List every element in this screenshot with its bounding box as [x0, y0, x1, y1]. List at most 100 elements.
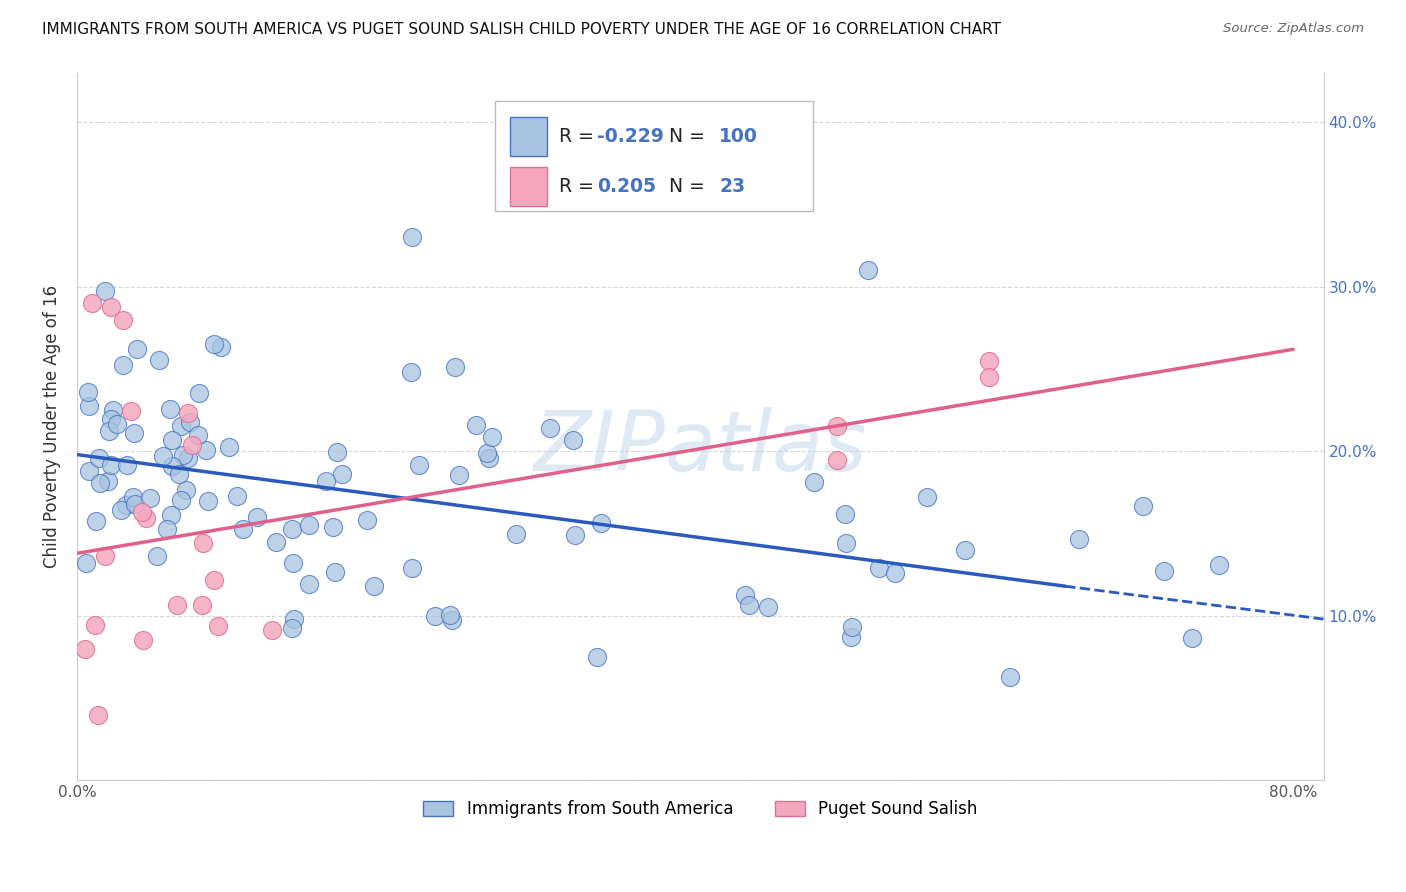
- Point: [979, 354, 1001, 368]
- Point: [131, 505, 153, 519]
- Point: [226, 489, 249, 503]
- Point: [297, 577, 319, 591]
- Point: [1208, 558, 1230, 573]
- Point: [232, 522, 254, 536]
- Point: [979, 370, 1001, 384]
- Point: [478, 450, 501, 465]
- Point: [564, 528, 586, 542]
- Point: [439, 607, 461, 622]
- Text: IMMIGRANTS FROM SOUTH AMERICA VS PUGET SOUND SALISH CHILD POVERTY UNDER THE AGE : IMMIGRANTS FROM SOUTH AMERICA VS PUGET S…: [42, 22, 1001, 37]
- FancyBboxPatch shape: [495, 102, 813, 211]
- Point: [1181, 632, 1204, 646]
- Point: [738, 598, 761, 612]
- Point: [100, 458, 122, 472]
- Text: N =: N =: [657, 178, 710, 196]
- Point: [181, 438, 204, 452]
- Point: [868, 561, 890, 575]
- Point: [155, 522, 177, 536]
- Point: [839, 630, 862, 644]
- Point: [841, 620, 863, 634]
- Point: [160, 508, 183, 522]
- Point: [122, 426, 145, 441]
- Point: [132, 632, 155, 647]
- Point: [264, 535, 287, 549]
- Point: [187, 427, 209, 442]
- Point: [363, 579, 385, 593]
- Point: [585, 649, 607, 664]
- Point: [917, 490, 939, 504]
- Text: 100: 100: [718, 127, 758, 146]
- Point: [505, 527, 527, 541]
- Point: [77, 399, 100, 413]
- Point: [117, 458, 139, 473]
- Point: [883, 566, 905, 581]
- Point: [756, 599, 779, 614]
- Point: [94, 549, 117, 563]
- Point: [953, 543, 976, 558]
- Point: [170, 493, 193, 508]
- Point: [191, 536, 214, 550]
- Point: [856, 263, 879, 277]
- Point: [281, 522, 304, 536]
- Point: [152, 450, 174, 464]
- Point: [187, 385, 209, 400]
- Point: [444, 360, 467, 375]
- Text: 0.205: 0.205: [598, 178, 655, 196]
- Point: [734, 588, 756, 602]
- Point: [73, 641, 96, 656]
- Point: [174, 483, 197, 498]
- Point: [103, 403, 125, 417]
- Point: [77, 464, 100, 478]
- Point: [110, 503, 132, 517]
- Point: [105, 417, 128, 431]
- Point: [115, 498, 138, 512]
- Point: [207, 619, 229, 633]
- Point: [283, 612, 305, 626]
- Point: [84, 618, 107, 632]
- Point: [167, 467, 190, 481]
- Point: [139, 491, 162, 506]
- Point: [169, 419, 191, 434]
- Y-axis label: Child Poverty Under the Age of 16: Child Poverty Under the Age of 16: [44, 285, 60, 568]
- Point: [475, 446, 498, 460]
- Point: [159, 402, 181, 417]
- Point: [97, 474, 120, 488]
- Text: N =: N =: [657, 127, 710, 146]
- Point: [218, 440, 240, 454]
- Text: -0.229: -0.229: [598, 127, 664, 146]
- Point: [825, 452, 848, 467]
- Point: [172, 448, 194, 462]
- Point: [135, 511, 157, 525]
- Point: [179, 416, 201, 430]
- Point: [998, 670, 1021, 684]
- Point: [591, 516, 613, 531]
- Point: [262, 623, 284, 637]
- Point: [423, 608, 446, 623]
- Point: [87, 707, 110, 722]
- Point: [481, 430, 503, 444]
- Point: [82, 296, 104, 310]
- Point: [177, 406, 200, 420]
- Point: [191, 599, 214, 613]
- Point: [538, 421, 561, 435]
- Point: [202, 336, 225, 351]
- Point: [87, 451, 110, 466]
- Point: [94, 284, 117, 298]
- Point: [145, 549, 167, 564]
- Point: [89, 475, 111, 490]
- Point: [148, 352, 170, 367]
- Point: [122, 490, 145, 504]
- Point: [834, 507, 856, 521]
- Point: [177, 450, 200, 465]
- Point: [100, 411, 122, 425]
- Point: [281, 621, 304, 635]
- Point: [1153, 564, 1175, 578]
- Legend: Immigrants from South America, Puget Sound Salish: Immigrants from South America, Puget Sou…: [416, 794, 984, 825]
- Text: 23: 23: [718, 178, 745, 196]
- Point: [195, 442, 218, 457]
- Text: Source: ZipAtlas.com: Source: ZipAtlas.com: [1223, 22, 1364, 36]
- Point: [166, 598, 188, 612]
- Point: [245, 510, 267, 524]
- Point: [1132, 500, 1154, 514]
- Point: [825, 418, 848, 433]
